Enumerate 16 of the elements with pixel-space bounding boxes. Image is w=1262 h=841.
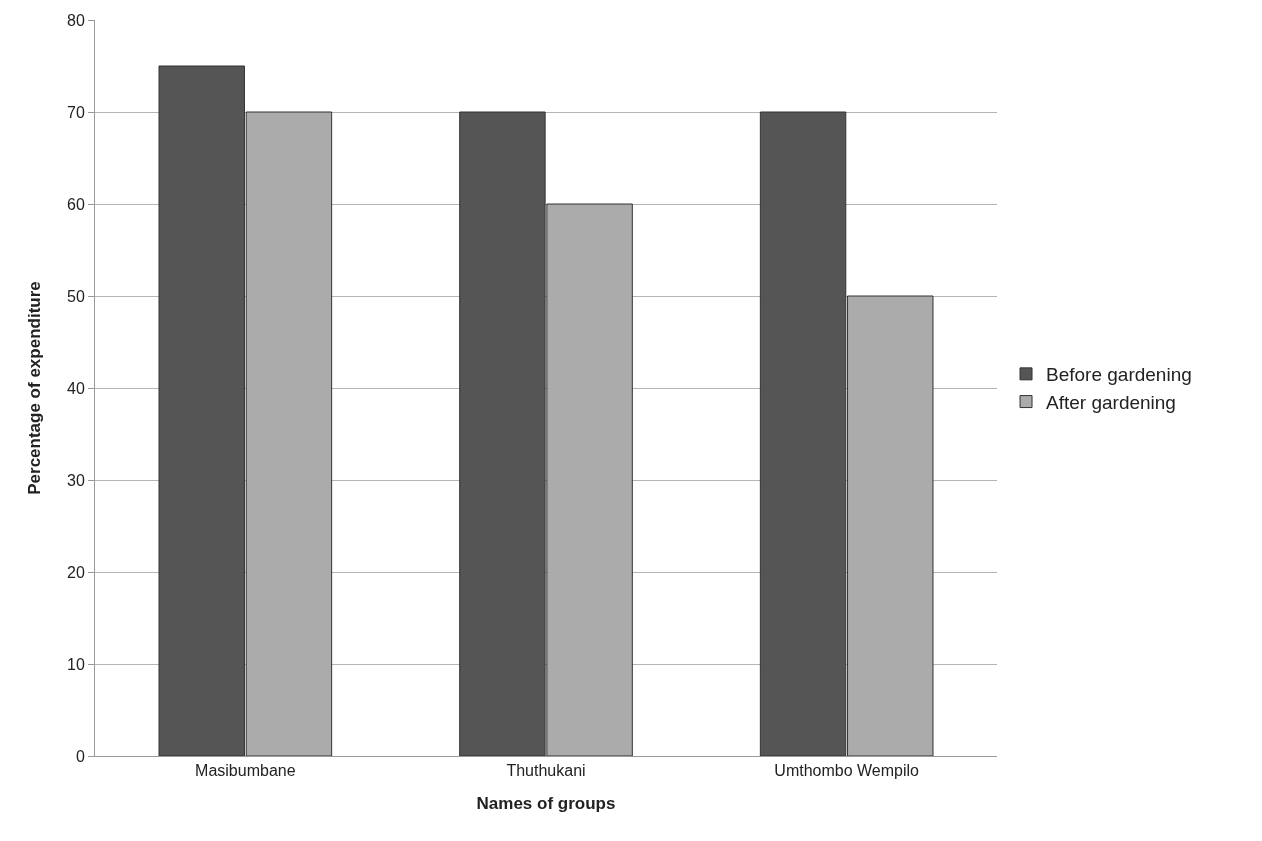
legend-label: After gardening [1046, 391, 1176, 413]
legend-label: Before gardening [1046, 364, 1192, 386]
y-tick-label: 0 [75, 747, 85, 765]
x-axis-title: Names of groups [476, 793, 616, 813]
x-tick-label: Umthombo Wempilo [774, 762, 920, 780]
y-tick-label: 80 [67, 11, 85, 29]
y-tick-label: 10 [67, 655, 85, 673]
y-tick-label: 60 [67, 195, 85, 213]
y-axis-title: Percentage of expenditure [24, 281, 44, 495]
y-tick-label: 50 [67, 287, 85, 305]
y-tick-label: 20 [67, 563, 85, 581]
x-tick-label: Masibumbane [195, 762, 296, 780]
x-tick-label: Thuthukani [506, 762, 586, 780]
y-tick-label: 70 [67, 103, 85, 121]
y-tick-label: 40 [67, 379, 85, 397]
y-tick-label: 30 [67, 471, 85, 489]
